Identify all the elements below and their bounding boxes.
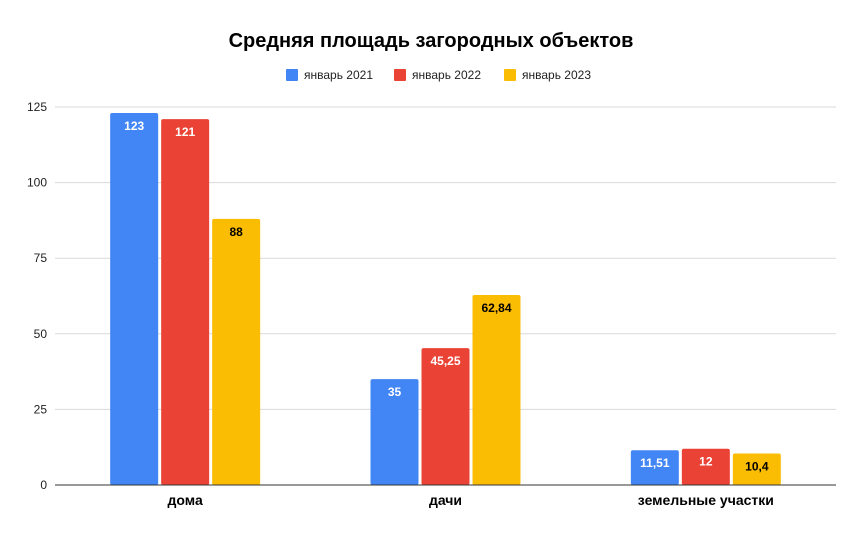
bar: [110, 113, 159, 485]
data-label: 62,84: [481, 301, 511, 315]
legend-label: январь 2022: [412, 68, 481, 82]
x-axis-categories: дома дачи земельные участки: [168, 492, 774, 508]
x-category-label: земельные участки: [638, 492, 774, 508]
legend: январь 2021 январь 2022 январь 2023: [286, 68, 591, 82]
data-label: 123: [124, 119, 144, 133]
legend-swatch: [504, 69, 516, 81]
data-label: 88: [229, 225, 243, 239]
x-category-label: дачи: [429, 492, 462, 508]
bars: [110, 113, 781, 485]
y-tick-label: 125: [27, 100, 47, 114]
bar: [421, 348, 470, 485]
data-label: 121: [175, 125, 195, 139]
legend-label: январь 2023: [522, 68, 591, 82]
data-label: 12: [699, 455, 713, 469]
bar: [370, 379, 419, 485]
bar: [161, 119, 210, 485]
y-axis-ticks: 0 25 50 75 100 125: [27, 100, 47, 492]
bar: [212, 218, 261, 485]
bar: [681, 448, 730, 485]
y-tick-label: 75: [34, 251, 48, 265]
legend-swatch: [286, 69, 298, 81]
data-label: 35: [388, 385, 402, 399]
data-labels: 123 121 88 35 45,25 62,84 11,51 12 10,4: [124, 119, 769, 474]
data-label: 45,25: [430, 354, 460, 368]
bar: [472, 294, 521, 485]
bar: [732, 453, 781, 485]
bar: [630, 450, 679, 485]
y-tick-label: 100: [27, 176, 47, 190]
legend-label: январь 2021: [304, 68, 373, 82]
x-category-label: дома: [168, 492, 203, 508]
y-tick-label: 50: [34, 327, 48, 341]
data-label: 11,51: [640, 456, 670, 470]
chart-title: Средняя площадь загородных объектов: [229, 30, 634, 52]
data-label: 10,4: [745, 460, 769, 474]
y-tick-label: 25: [34, 402, 48, 416]
y-tick-label: 0: [40, 478, 47, 492]
legend-swatch: [394, 69, 406, 81]
